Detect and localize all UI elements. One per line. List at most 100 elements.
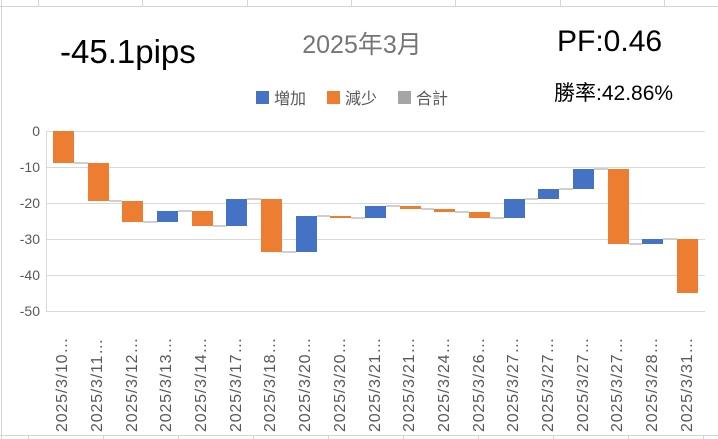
- total-pips-textbox: -45.1pips: [60, 33, 196, 70]
- x-axis-label: 2025/3/21…: [401, 336, 419, 432]
- waterfall-bar-2025/3/14[interactable]: [191, 211, 213, 227]
- waterfall-bar-2025/3/27[interactable]: [503, 199, 525, 218]
- decrease-swatch-icon: [327, 90, 341, 104]
- y-axis-tick-label: -30: [19, 231, 40, 247]
- cell-gridline-stub-top: [351, 0, 352, 6]
- waterfall-bar-2025/3/12[interactable]: [122, 201, 144, 223]
- waterfall-connector: [73, 161, 88, 164]
- cell-gridline-stub-bottom: [628, 436, 629, 439]
- increase-swatch-icon: [256, 90, 269, 104]
- y-axis-tick-label: -20: [19, 195, 40, 211]
- x-axis-label: 2025/3/11…: [89, 338, 107, 432]
- y-axis-tick-label: -50: [19, 303, 40, 319]
- x-axis-label: 2025/3/31…: [678, 336, 696, 432]
- gridline-0: [46, 131, 705, 132]
- waterfall-bar-2025/3/20[interactable]: [330, 216, 352, 219]
- cell-gridline-stub-top: [455, 0, 456, 6]
- legend-item-total[interactable]: 合計: [398, 85, 448, 109]
- waterfall-bar-2025/3/17[interactable]: [226, 199, 248, 227]
- cell-gridline-bottom: [0, 435, 718, 436]
- waterfall-connector: [177, 210, 192, 213]
- x-axis-label: 2025/3/14…: [193, 336, 211, 432]
- waterfall-connector: [455, 211, 470, 214]
- cell-gridline-stub-bottom: [103, 436, 104, 439]
- cell-gridline-left: [1, 0, 2, 439]
- y-axis-line: [46, 131, 47, 311]
- waterfall-connector: [420, 208, 435, 211]
- cell-gridline-stub-top: [38, 0, 39, 6]
- waterfall-connector: [212, 225, 227, 228]
- x-axis-label: 2025/3/18…: [262, 336, 280, 432]
- waterfall-connector: [524, 198, 539, 201]
- gridline--30: [46, 239, 705, 240]
- waterfall-bar-2025/3/13[interactable]: [156, 211, 178, 223]
- waterfall-bar-2025/3/18[interactable]: [260, 199, 282, 252]
- waterfall-bar-2025/3/26[interactable]: [469, 212, 491, 218]
- x-axis-label: 2025/3/20…: [331, 336, 349, 432]
- chart-title: 2025年3月: [302, 31, 422, 59]
- win-rate-textbox: 勝率:42.86%: [554, 82, 674, 105]
- waterfall-bar-2025/3/10[interactable]: [52, 131, 74, 163]
- x-axis-label: 2025/3/10…: [54, 336, 72, 432]
- waterfall-bar-2025/3/28[interactable]: [642, 238, 664, 245]
- waterfall-bar-2025/3/27[interactable]: [573, 168, 595, 189]
- x-axis-label: 2025/3/27…: [505, 336, 523, 432]
- cell-gridline-stub-bottom: [328, 436, 329, 439]
- legend: 増加 減少 合計: [256, 85, 448, 109]
- waterfall-bar-2025/3/21[interactable]: [365, 205, 386, 219]
- x-axis-label: 2025/3/28…: [643, 336, 661, 432]
- x-axis-label: 2025/3/20…: [297, 336, 315, 432]
- waterfall-connector: [628, 243, 643, 246]
- y-axis-tick-label: -40: [19, 267, 40, 283]
- waterfall-connector: [490, 216, 504, 219]
- cell-gridline-stub-top: [664, 0, 665, 6]
- cell-gridline-stub-bottom: [178, 436, 179, 439]
- legend-item-decrease[interactable]: 減少: [327, 85, 377, 109]
- legend-item-increase[interactable]: 増加: [256, 85, 306, 109]
- cell-gridline-stub-bottom: [28, 436, 29, 439]
- gridline--50: [46, 311, 705, 312]
- cell-gridline-stub-top: [142, 0, 143, 6]
- legend-total-label: 合計: [416, 91, 449, 108]
- total-swatch-icon: [398, 90, 412, 104]
- waterfall-bar-2025/3/21[interactable]: [399, 205, 421, 210]
- x-axis-label: 2025/3/26…: [470, 336, 488, 432]
- waterfall-connector: [281, 250, 296, 253]
- x-axis-label: 2025/3/17…: [227, 336, 245, 432]
- gridline--10: [46, 167, 705, 168]
- waterfall-bar-2025/3/27[interactable]: [538, 188, 560, 200]
- waterfall-bar-2025/3/11[interactable]: [87, 162, 109, 202]
- waterfall-bar-2025/3/27[interactable]: [607, 168, 629, 245]
- legend-decrease-label: 減少: [345, 91, 378, 108]
- waterfall-connector: [559, 187, 574, 190]
- waterfall-connector: [663, 237, 678, 240]
- waterfall-bar-2025/3/24[interactable]: [434, 209, 456, 213]
- waterfall-connector: [386, 204, 400, 207]
- gridline--40: [46, 275, 705, 276]
- cell-gridline-top: [0, 6, 718, 7]
- x-axis-label: 2025/3/12…: [123, 336, 141, 432]
- y-axis-tick-label: -10: [19, 159, 40, 175]
- cell-gridline-stub-bottom: [253, 436, 254, 439]
- x-axis-label: 2025/3/27…: [574, 336, 592, 432]
- x-axis-label: 2025/3/24…: [435, 336, 453, 432]
- cell-gridline-stub-bottom: [478, 436, 479, 439]
- cell-gridline-stub-bottom: [403, 436, 404, 439]
- waterfall-connector: [594, 167, 608, 170]
- x-axis-label: 2025/3/21…: [366, 336, 384, 432]
- profit-factor-textbox: PF:0.46: [557, 25, 663, 58]
- cell-gridline-stub-top: [560, 0, 561, 6]
- waterfall-bar-2025/3/31[interactable]: [677, 238, 699, 294]
- x-axis-label: 2025/3/27…: [609, 336, 627, 432]
- x-axis-label: 2025/3/27…: [539, 336, 557, 432]
- waterfall-connector: [143, 221, 157, 224]
- waterfall-connector: [351, 217, 365, 220]
- waterfall-connector: [108, 200, 123, 203]
- y-axis-tick-label: 0: [32, 123, 40, 139]
- cell-gridline-stub-bottom: [703, 436, 704, 439]
- cell-gridline-stub-top: [1, 0, 2, 6]
- cell-gridline-stub-bottom: [553, 436, 554, 439]
- waterfall-bar-2025/3/20[interactable]: [295, 216, 317, 252]
